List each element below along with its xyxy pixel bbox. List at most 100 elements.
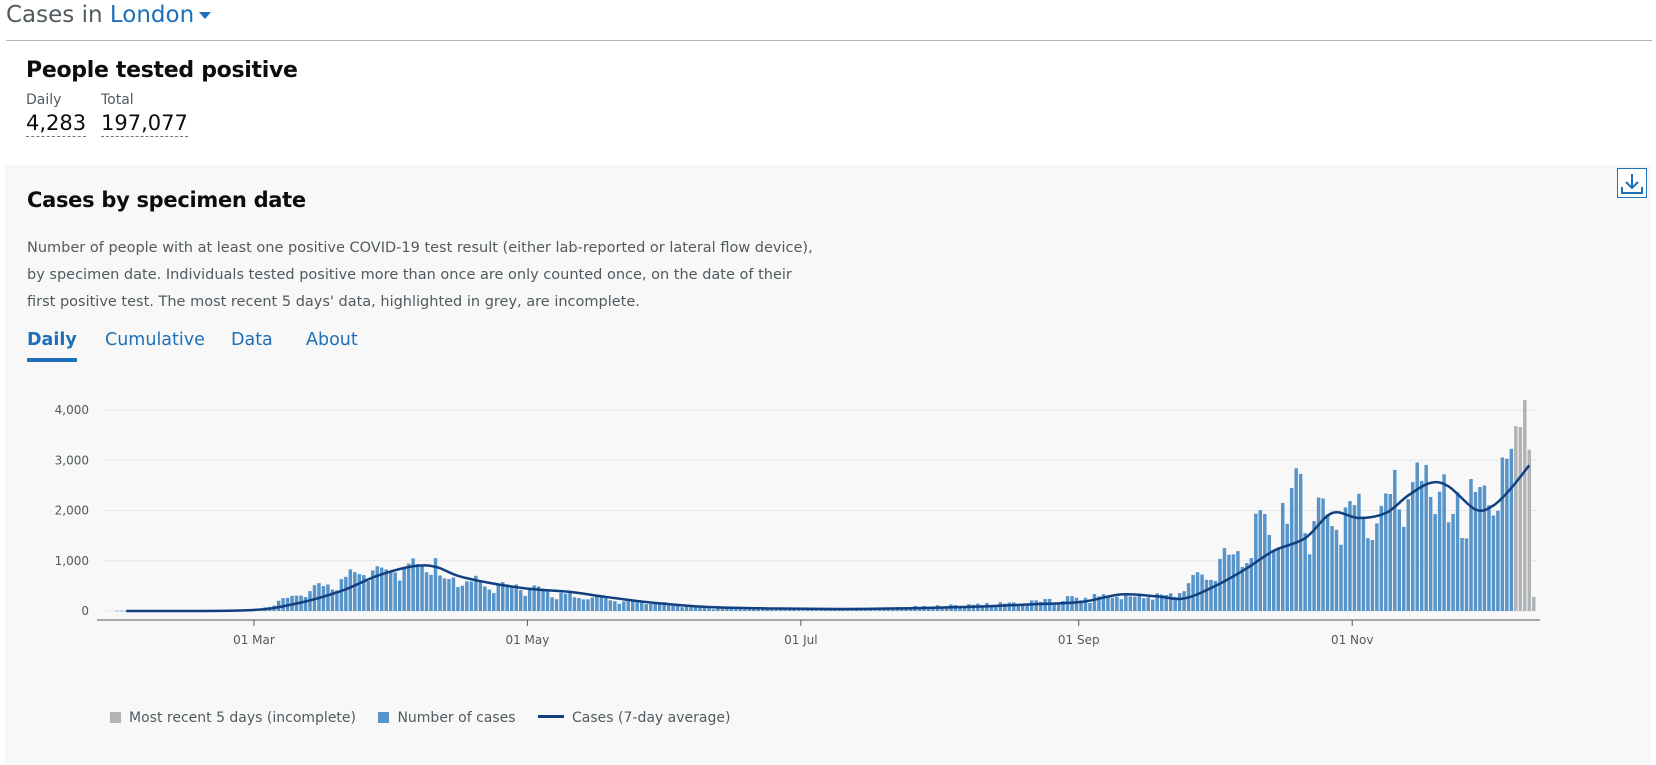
chart-card: Cases by specimen date Number of people … (5, 165, 1651, 765)
case-bar (796, 609, 801, 611)
case-bar (1406, 499, 1410, 611)
case-bar (1267, 535, 1272, 611)
case-bar (774, 608, 778, 611)
case-bar (1155, 593, 1159, 611)
case-bar (702, 607, 707, 611)
case-bar (1128, 596, 1133, 611)
case-bar (1321, 498, 1325, 611)
case-bar (1339, 544, 1343, 611)
case-bar (1455, 492, 1460, 611)
tab-daily[interactable]: Daily (27, 330, 77, 362)
case-bar (595, 596, 599, 611)
download-button[interactable] (1617, 168, 1647, 198)
case-bar (1061, 601, 1065, 611)
case-bar (438, 575, 442, 611)
legend-swatch-average (538, 715, 565, 718)
daily-value[interactable]: 4,283 (26, 111, 87, 137)
case-bar (1249, 558, 1254, 611)
case-bar (424, 572, 429, 611)
case-bar (1038, 601, 1043, 611)
case-bar (415, 564, 420, 611)
case-bar (1370, 540, 1375, 611)
case-bar (1478, 487, 1482, 611)
case-bar (393, 572, 397, 611)
case-bar (707, 608, 711, 611)
case-bar (335, 590, 339, 611)
case-bar (899, 608, 904, 611)
case-bar (1402, 526, 1406, 611)
case-bar (420, 564, 424, 611)
chart-legend: Most recent 5 days (incomplete) Number o… (110, 710, 748, 726)
incomplete-bar (1527, 449, 1532, 611)
case-bar (644, 604, 648, 611)
average-line-group (126, 464, 1531, 613)
header-prefix: Cases in (6, 2, 110, 28)
x-tick-label: 01 Sep (1058, 633, 1100, 647)
case-bar (483, 586, 487, 611)
case-bar (442, 578, 447, 611)
x-tick-label: 01 Mar (233, 633, 275, 647)
case-bar (626, 599, 631, 611)
case-bar (617, 603, 622, 611)
case-bar (1276, 547, 1280, 611)
case-bar (321, 586, 326, 611)
legend-average: Cases (7-day average) (538, 710, 730, 726)
case-bar (1177, 593, 1182, 611)
daily-metric: Daily 4,283 (26, 92, 87, 137)
legend-average-label: Cases (7-day average) (572, 710, 731, 726)
case-bar (563, 593, 568, 611)
case-bar (1361, 516, 1366, 611)
case-bar (1020, 604, 1025, 611)
tab-data[interactable]: Data (231, 330, 273, 350)
case-bar (1330, 526, 1334, 611)
case-bar (1348, 501, 1352, 611)
x-tick-label: 01 May (505, 633, 549, 647)
case-bar (666, 604, 671, 611)
case-bar (1505, 458, 1509, 611)
case-bar (1451, 513, 1455, 611)
case-bar (577, 598, 581, 611)
incomplete-bar (1532, 596, 1536, 611)
case-bar (1231, 554, 1236, 611)
card-description: Number of people with at least one posit… (27, 240, 813, 310)
case-bar (1334, 529, 1339, 611)
case-bar (536, 586, 541, 611)
case-bar (989, 604, 994, 611)
case-bar (1240, 567, 1245, 611)
case-bar (559, 592, 563, 611)
case-bar (429, 574, 433, 611)
total-value[interactable]: 197,077 (101, 111, 188, 137)
case-bar (281, 598, 285, 611)
case-bar (1245, 563, 1249, 611)
case-bar (1236, 551, 1240, 611)
card-title: Cases by specimen date (27, 188, 306, 212)
x-tick-label: 01 Nov (1331, 633, 1374, 647)
case-bar (693, 606, 698, 611)
case-bar (1433, 514, 1437, 611)
case-bar (765, 608, 769, 611)
case-bar (1303, 533, 1307, 611)
case-bar (505, 584, 509, 611)
location-selector[interactable]: London (109, 2, 212, 28)
case-bar (532, 585, 536, 611)
case-bar (397, 580, 402, 611)
case-bar (115, 610, 119, 612)
case-bar (729, 607, 734, 611)
case-bar (1003, 603, 1007, 611)
case-bar (980, 605, 985, 611)
case-bar (1159, 594, 1164, 611)
caret-down-icon (199, 12, 212, 19)
case-bar (711, 609, 716, 611)
tab-cumulative[interactable]: Cumulative (105, 330, 205, 350)
case-bar (514, 584, 518, 611)
case-bar (1007, 602, 1012, 611)
location-label: London (109, 2, 195, 28)
case-bar (1034, 600, 1038, 611)
y-tick-label: 4,000 (55, 403, 89, 417)
case-bar (1052, 602, 1056, 611)
case-bar (1410, 482, 1415, 611)
case-bar (366, 581, 371, 611)
case-bar (1115, 596, 1119, 611)
case-bar (1168, 593, 1173, 611)
tab-about[interactable]: About (306, 330, 358, 350)
